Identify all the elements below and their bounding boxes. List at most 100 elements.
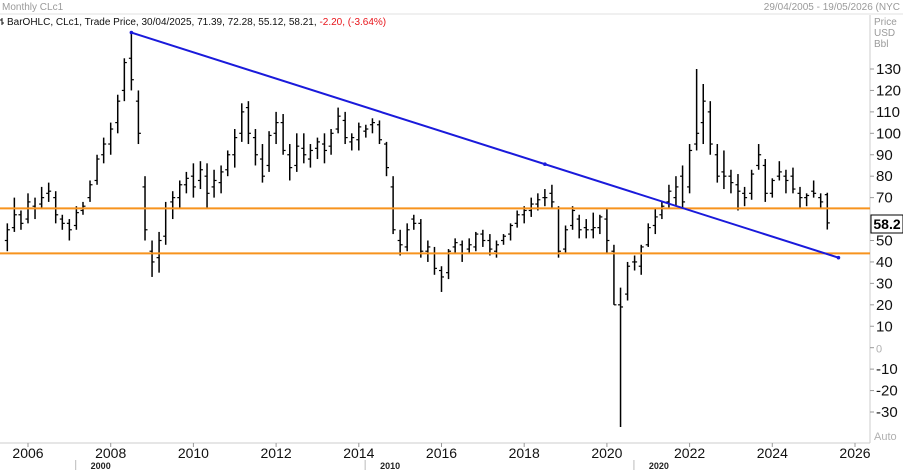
ohlc-bar (721, 150, 727, 190)
ohlc-bar (53, 191, 59, 224)
y-tick-label: 50 (876, 233, 893, 250)
ohlc-bar (115, 94, 121, 134)
x-era-label: 2020 (649, 461, 669, 470)
x-tick-label: 2026 (839, 445, 870, 461)
ohlc-bar (11, 197, 17, 232)
ohlc-bar (452, 238, 458, 254)
ohlc-bar (824, 192, 830, 230)
ohlc-bar (232, 129, 238, 168)
ohlc-bar (570, 206, 576, 230)
unit-currency-label: USD (874, 28, 895, 39)
x-tick-label: 2014 (343, 445, 374, 461)
ohlc-bar (363, 124, 369, 138)
y-tick-label: 100 (876, 125, 901, 142)
ohlc-bar (218, 165, 224, 194)
y-tick-label: 120 (876, 82, 901, 99)
trendline-handle-mid[interactable] (543, 162, 547, 167)
ohlc-bar (239, 103, 245, 142)
ohlc-bar (183, 171, 189, 194)
legend-change: -2.20, (-3.64%) (319, 17, 386, 28)
ohlc-bar (342, 111, 348, 145)
ohlc-bar (197, 161, 203, 190)
ohlc-bar (790, 167, 796, 194)
ohlc-bar (542, 189, 548, 207)
ohlc-bar (211, 169, 217, 198)
ohlc-bar (811, 180, 817, 198)
ohlc-bar (493, 240, 499, 258)
y-tick-label: 90 (876, 147, 893, 164)
trendline-handle-end[interactable] (836, 255, 841, 260)
ohlc-bar (563, 225, 569, 254)
ohlc-bar (604, 208, 610, 254)
ohlc-bar (294, 133, 300, 172)
ohlc-bar (611, 244, 617, 306)
ohlc-bar (390, 176, 396, 235)
x-era-label: 2010 (380, 461, 400, 470)
ohlc-bar (466, 238, 472, 254)
ohlc-bar (66, 219, 72, 241)
svg-text:Auto[interactable]: Auto (874, 431, 897, 443)
chart-title: Monthly CLc1 (2, 2, 64, 13)
ohlc-bar (707, 101, 713, 155)
ohlc-bar (418, 219, 424, 258)
legend[interactable]: BarOHLC, CLc1, Trade Price, 30/04/2025, … (0, 17, 386, 28)
y-tick-label: 110 (876, 104, 900, 121)
ohlc-bar (87, 180, 93, 202)
x-axis-ticks: 2006 2008 2010 2012 2014 2016 2018 2020 2022 2024… (12, 443, 871, 470)
date-range-label: 29/04/2005 - 19/05/2026 (NYC (764, 2, 900, 13)
last-price-label: 58.2 (873, 216, 900, 232)
auto-scale-button[interactable]: Auto (874, 431, 897, 443)
ohlc-bar (252, 129, 258, 166)
ohlc-bar (73, 206, 79, 230)
ohlc-bar (121, 58, 127, 102)
last-price-badge: 58.2 (870, 214, 903, 234)
ohlc-bar (769, 178, 775, 198)
y-tick-label: 40 (876, 254, 893, 271)
ohlc-bar (431, 246, 437, 275)
x-era-label: 2000 (91, 461, 111, 470)
ohlc-bar (204, 163, 210, 209)
ohlc-bar (177, 180, 183, 209)
ohlc-bar (783, 169, 789, 194)
ohlc-bar (687, 144, 693, 194)
ohlc-bar (101, 137, 107, 164)
ohlc-bar (411, 214, 417, 230)
trendline[interactable] (131, 31, 839, 259)
ohlc-bar (700, 84, 706, 145)
ohlc-bar (818, 193, 824, 209)
x-tick-label: 2010 (178, 445, 209, 461)
ohlc-bar (673, 176, 679, 207)
ohlc-bar (645, 223, 651, 247)
ohlc-bar (156, 231, 162, 273)
y-tick-label: 10 (876, 318, 893, 335)
ohlc-bar (287, 144, 293, 181)
trendline-handle-start[interactable] (129, 30, 134, 35)
y-tick-label: -20 (876, 383, 898, 400)
x-tick-label: 2016 (426, 445, 457, 461)
unit-volume-label: Bbl (874, 39, 888, 50)
ohlc-bar (728, 169, 734, 194)
x-tick-label: 2012 (261, 445, 292, 461)
ohlc-bar (404, 223, 410, 252)
ohlc-bar (473, 231, 479, 252)
ohlc-bar (266, 131, 272, 172)
ohlc-bar (135, 90, 141, 145)
ohlc-bar (59, 214, 65, 230)
y-tick-label: -10 (876, 361, 898, 378)
y-tick-label: -30 (876, 404, 898, 421)
y-tick-label: 80 (876, 168, 893, 185)
ohlc-bar (149, 240, 155, 277)
unit-price-label: Price (874, 17, 897, 28)
ohlc-bar (597, 214, 603, 235)
x-tick-label: 2022 (674, 445, 705, 461)
ohlc-bar (556, 206, 562, 258)
ohlc-bar (762, 159, 768, 202)
y-tick-label: 20 (876, 297, 893, 314)
ohlc-bar (680, 165, 686, 209)
ohlc-bars (4, 32, 830, 428)
ohlc-bar (18, 210, 24, 230)
ohlc-bar (742, 186, 748, 207)
